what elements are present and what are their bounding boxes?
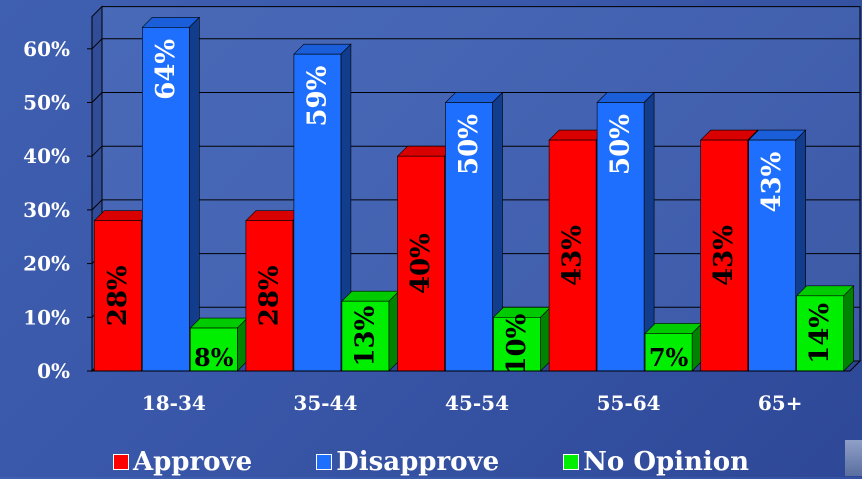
bar-value-label: 8% [194,343,234,372]
y-tick-label: 60% [23,37,70,61]
bar-value-label: 28% [254,265,284,326]
x-tick-label: 18-34 [142,391,206,415]
bar [142,27,190,372]
bar-value-label: 59% [302,65,332,126]
y-tick-label: 0% [37,359,70,383]
bar [644,333,693,372]
x-tick-label: 35-44 [293,391,357,415]
legend-item-disapprove: Disapprove [316,449,499,475]
bar-chart: 0% 10% 20% 30% 40% 50% 60% 28% 64% 8% 18-34 28% 59% 1… [23,5,862,415]
bar [245,220,294,372]
y-tick-label: 40% [23,144,70,168]
x-tick-label: 55-64 [597,391,661,415]
y-tick-label: 50% [23,91,70,115]
x-tick-label: 45-54 [445,391,509,415]
legend: Approve Disapprove No Opinion [0,445,862,479]
corner-logo [845,440,862,476]
bar [596,102,645,372]
legend-label-disapprove: Disapprove [336,447,500,477]
legend-item-approve: Approve [112,447,253,477]
bar-value-label: 50% [454,114,484,175]
legend-swatch-disapprove [316,454,333,470]
legend-swatch-no-opinion [563,454,580,470]
bar-value-label: 28% [103,265,133,326]
bar [293,53,342,372]
legend-swatch-approve [112,454,129,470]
legend-item-no-opinion: No Opinion [563,449,749,475]
bar [341,300,390,372]
x-tick-label: 65+ [758,391,803,415]
bar-value-label: 64% [151,39,181,100]
bar [548,139,597,372]
bar-value-label: 43% [558,225,588,286]
bar-value-label: 40% [406,233,436,294]
bar [94,220,142,372]
y-tick-label: 10% [23,305,70,329]
bar-value-label: 7% [649,343,689,372]
bar-value-label: 10% [502,313,532,374]
bar-value-label: 14% [805,303,835,364]
bar-value-label: 50% [606,114,636,175]
bar [445,102,493,372]
y-tick-label: 20% [23,252,70,276]
y-tick-label: 30% [23,198,70,222]
bar [190,327,238,372]
legend-label-approve: Approve [132,447,253,477]
bar [493,316,541,372]
bar-side [189,16,200,372]
bar [700,139,749,372]
bar-value-label: 43% [709,225,739,286]
bar [397,155,445,372]
bar-value-label: 13% [350,305,380,366]
bar-side [843,285,855,372]
legend-label-no-opinion: No Opinion [583,447,750,477]
bar-value-label: 43% [757,151,787,212]
gridline [91,38,860,50]
bar [748,139,797,372]
